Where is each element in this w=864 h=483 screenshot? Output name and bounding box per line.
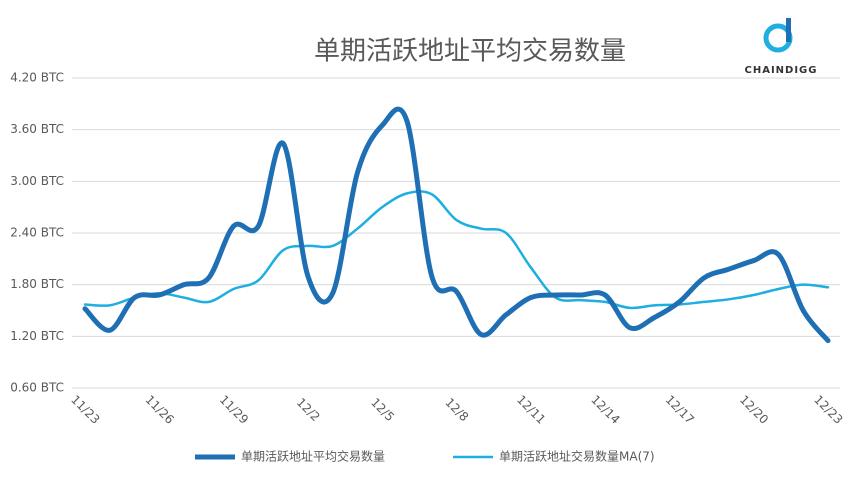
y-tick-label: 1.80 BTC bbox=[10, 277, 64, 291]
y-tick-label: 4.20 BTC bbox=[10, 71, 64, 85]
y-tick-label: 3.00 BTC bbox=[10, 174, 64, 188]
x-tick-label: 12/14 bbox=[588, 392, 622, 426]
legend-label: 单期活跃地址平均交易数量 bbox=[241, 449, 385, 464]
y-tick-label: 1.20 BTC bbox=[10, 329, 64, 343]
logo: CHAINDIGG bbox=[745, 18, 818, 76]
legend-label: 单期活跃地址交易数量MA(7) bbox=[499, 449, 655, 464]
x-tick-label: 11/23 bbox=[68, 392, 102, 426]
x-tick-label: 12/23 bbox=[811, 392, 845, 426]
logo-icon bbox=[786, 18, 791, 42]
line bbox=[83, 190, 830, 310]
x-tick-label: 12/5 bbox=[368, 395, 397, 424]
x-tick-label: 12/2 bbox=[294, 395, 323, 424]
x-tick-label: 12/8 bbox=[442, 395, 471, 424]
y-tick-label: 0.60 BTC bbox=[10, 381, 64, 395]
chart-title: 单期活跃地址平均交易数量 bbox=[314, 37, 626, 67]
x-tick-label: 11/26 bbox=[142, 392, 176, 426]
x-tick-label: 12/11 bbox=[514, 392, 548, 426]
logo-text: CHAINDIGG bbox=[745, 65, 818, 76]
y-tick-label: 3.60 BTC bbox=[10, 122, 64, 136]
x-tick-label: 12/20 bbox=[737, 392, 771, 426]
y-tick-label: 2.40 BTC bbox=[10, 226, 64, 240]
x-tick-label: 12/17 bbox=[663, 392, 697, 426]
x-tick-label: 11/29 bbox=[217, 392, 251, 426]
line bbox=[82, 106, 831, 344]
